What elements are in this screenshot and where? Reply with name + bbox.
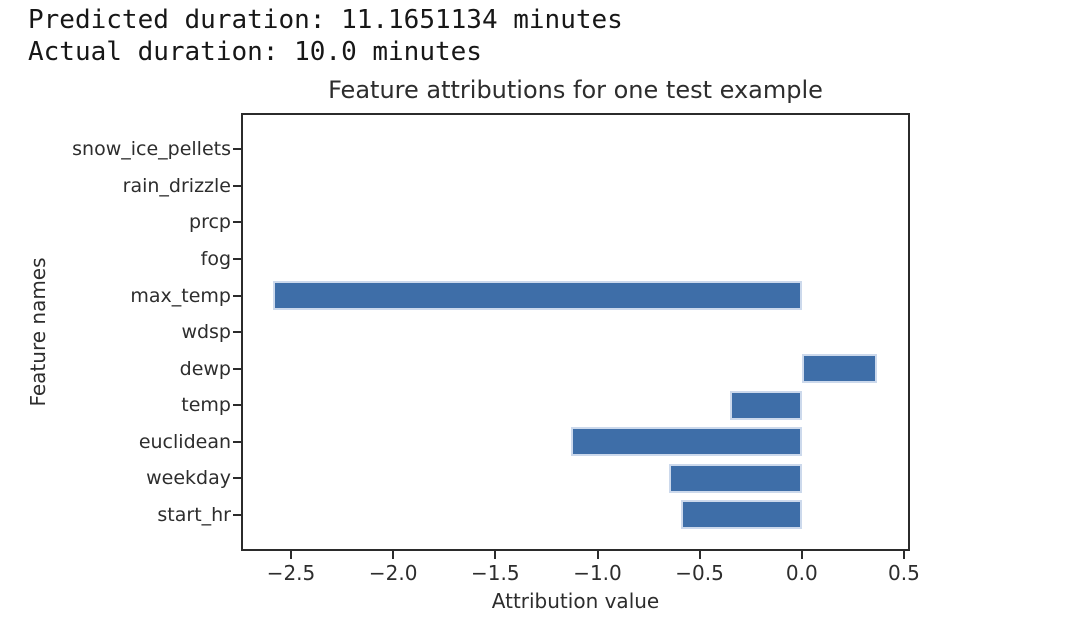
y-tick-mark-dewp: [233, 367, 241, 370]
y-tick-label-dewp: dewp: [179, 357, 231, 380]
x-tick-label-−1.0: −1.0: [573, 561, 622, 585]
x-tick-label-−0.5: −0.5: [675, 561, 724, 585]
y-tick-label-snow_ice_pellets: snow_ice_pellets: [72, 138, 231, 161]
y-axis-label: Feature names: [26, 257, 50, 407]
y-tick-label-max_temp: max_temp: [130, 284, 231, 307]
y-tick-mark-temp: [233, 404, 241, 407]
x-tick-label-−1.5: −1.5: [471, 561, 520, 585]
y-tick-label-wdsp: wdsp: [181, 321, 231, 343]
x-tick-mark-−1.0: [596, 551, 599, 559]
y-tick-label-weekday: weekday: [146, 467, 231, 490]
y-tick-mark-fog: [233, 257, 241, 260]
y-tick-mark-max_temp: [233, 294, 241, 297]
actual-duration-line: Actual duration: 10.0 minutes: [28, 37, 482, 67]
y-tick-label-fog: fog: [200, 247, 231, 270]
x-tick-mark-−2.0: [392, 551, 395, 559]
y-tick-label-start_hr: start_hr: [157, 503, 231, 526]
console-output-text: Predicted duration: 11.1651134 minutes Ac…: [28, 4, 623, 68]
x-tick-label-−2.0: −2.0: [368, 561, 418, 585]
y-tick-label-prcp: prcp: [189, 211, 231, 234]
y-tick-mark-prcp: [233, 221, 241, 224]
y-tick-mark-snow_ice_pellets: [233, 148, 241, 151]
y-tick-mark-euclidean: [233, 440, 241, 443]
y-tick-mark-start_hr: [233, 513, 241, 516]
chart-title: Feature attributions for one test exampl…: [328, 76, 823, 104]
x-tick-mark-−0.5: [698, 551, 701, 559]
y-tick-label-temp: temp: [181, 394, 231, 417]
bar-start_hr: [681, 500, 802, 530]
y-tick-mark-wdsp: [233, 331, 241, 333]
bar-temp: [730, 390, 802, 420]
x-axis-label: Attribution value: [491, 589, 660, 613]
x-tick-mark-0.5: [902, 551, 905, 559]
x-tick-label-0.0: 0.0: [785, 561, 818, 585]
y-tick-label-rain_drizzle: rain_drizzle: [122, 174, 231, 197]
x-tick-mark-−1.5: [494, 551, 497, 559]
x-tick-label-−2.5: −2.5: [266, 561, 316, 585]
x-tick-label-0.5: 0.5: [887, 561, 920, 585]
bar-max_temp: [272, 281, 802, 310]
y-tick-mark-weekday: [233, 477, 241, 480]
bar-dewp: [801, 354, 878, 383]
y-tick-label-euclidean: euclidean: [138, 430, 231, 453]
x-tick-mark-0.0: [800, 551, 803, 559]
x-tick-mark-−2.5: [290, 551, 292, 559]
predicted-duration-line: Predicted duration: 11.1651134 minutes: [28, 5, 623, 35]
plot-area: [241, 113, 910, 551]
bar-weekday: [669, 463, 802, 493]
bar-euclidean: [570, 427, 802, 457]
y-tick-mark-rain_drizzle: [233, 184, 241, 187]
